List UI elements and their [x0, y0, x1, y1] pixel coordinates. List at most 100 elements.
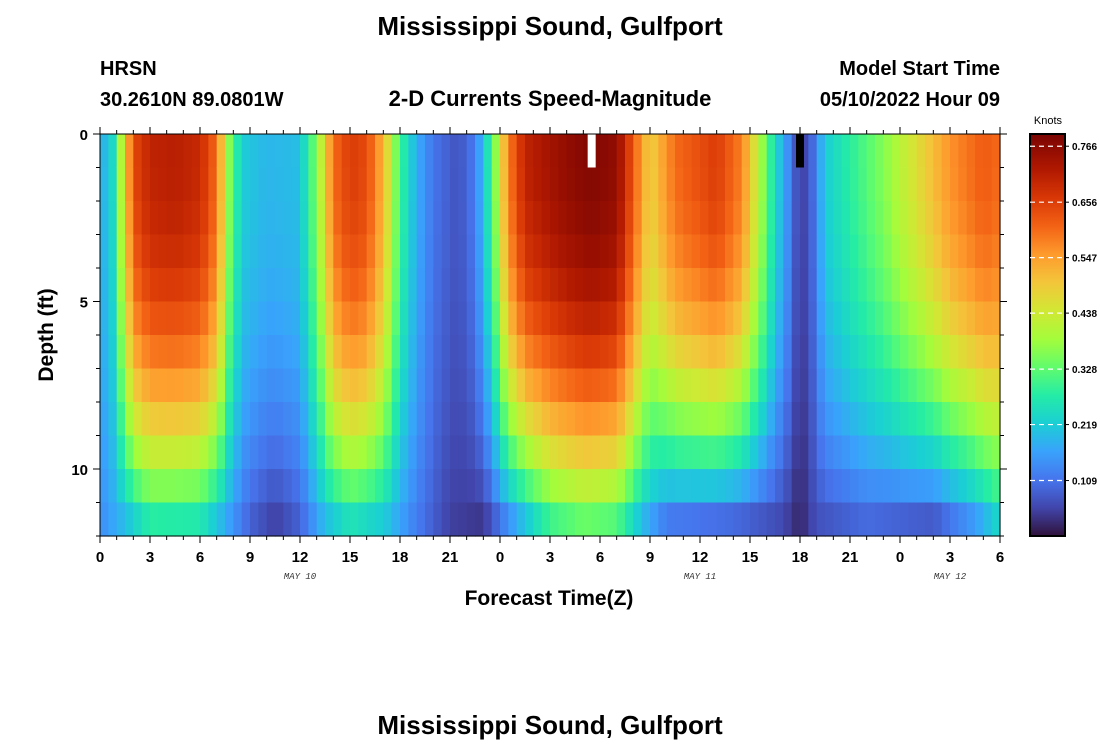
heatmap-cell [758, 368, 768, 403]
heatmap-cell [108, 402, 118, 437]
heatmap-cell [125, 402, 134, 437]
heatmap-cell [191, 502, 201, 537]
heatmap-cell [633, 335, 643, 370]
heatmap-cell [716, 435, 726, 470]
heatmap-cell [491, 234, 501, 269]
heatmap-cell [566, 268, 576, 303]
station-coordinates: 30.2610N 89.0801W [100, 89, 284, 111]
heatmap-cell [516, 201, 526, 236]
heatmap-cell [383, 268, 393, 303]
heatmap-cell [716, 402, 726, 437]
heatmap-cell [375, 469, 384, 504]
x-tick-label: 12 [692, 549, 709, 566]
heatmap-cell [491, 469, 501, 504]
heatmap-cell [633, 167, 643, 202]
heatmap-cell [958, 368, 968, 403]
heatmap-cell [691, 368, 701, 403]
heatmap-cell [475, 201, 484, 236]
heatmap-cell [408, 435, 418, 470]
heatmap-cell [883, 234, 893, 269]
heatmap-cell [308, 335, 318, 370]
heatmap-cell [841, 234, 851, 269]
heatmap-cell [416, 301, 426, 336]
heatmap-cell [891, 201, 901, 236]
heatmap-cell [241, 167, 251, 202]
heatmap-cell [650, 368, 659, 403]
heatmap-cell [450, 335, 459, 370]
x-tick-label: 21 [442, 549, 459, 566]
heatmap-cell [700, 201, 709, 236]
heatmap-cell [125, 502, 134, 537]
heatmap-cell [341, 402, 351, 437]
heatmap-cell [708, 335, 718, 370]
x-tick-label: 9 [646, 549, 654, 566]
heatmap-cell [366, 335, 376, 370]
heatmap-cell [766, 301, 776, 336]
heatmap-cell [775, 167, 784, 202]
heatmap-cell [600, 435, 609, 470]
heatmap-cell [950, 167, 959, 202]
heatmap-cell [591, 435, 601, 470]
heatmap-cell [775, 368, 784, 403]
heatmap-cell [116, 268, 126, 303]
heatmap-cell [666, 301, 676, 336]
heatmap-cell [325, 469, 334, 504]
x-tick-label: 18 [792, 549, 809, 566]
heatmap-cell [991, 335, 1001, 370]
heatmap-cell [333, 368, 343, 403]
heatmap-cell [525, 134, 534, 169]
heatmap-cell [900, 268, 909, 303]
heatmap-cell [950, 402, 959, 437]
heatmap-cell [833, 301, 843, 336]
heatmap-cell [583, 469, 593, 504]
heatmap-cell [708, 301, 718, 336]
heatmap-cell [133, 167, 143, 202]
heatmap-cell [991, 234, 1001, 269]
heatmap-cell [300, 435, 309, 470]
heatmap-cell [475, 301, 484, 336]
heatmap-cell [458, 234, 468, 269]
heatmap-cell [400, 469, 409, 504]
heatmap-cell [233, 268, 243, 303]
heatmap-cell [533, 335, 543, 370]
heatmap-cell [241, 335, 251, 370]
heatmap-cell [975, 134, 984, 169]
heatmap-cell [541, 469, 551, 504]
heatmap-cell [708, 435, 718, 470]
heatmap-cell [408, 469, 418, 504]
heatmap-cell [183, 368, 193, 403]
heatmap-cell [833, 435, 843, 470]
heatmap-cell [933, 402, 943, 437]
heatmap-cell [183, 435, 193, 470]
heatmap-cell [233, 469, 243, 504]
heatmap-cell [425, 402, 434, 437]
heatmap-cell [833, 469, 843, 504]
heatmap-cell [741, 368, 751, 403]
heatmap-cell [325, 234, 334, 269]
heatmap-cell [458, 502, 468, 537]
heatmap-cell [133, 268, 143, 303]
heatmap-cell [533, 368, 543, 403]
heatmap-cell [300, 335, 309, 370]
heatmap-cell [600, 134, 609, 169]
heatmap-cell [583, 301, 593, 336]
heatmap-cell [933, 469, 943, 504]
heatmap-cell [400, 301, 409, 336]
heatmap-cell [875, 301, 884, 336]
heatmap-cell [466, 167, 476, 202]
heatmap-cell [258, 502, 268, 537]
heatmap-cell [833, 167, 843, 202]
heatmap-cell [466, 402, 476, 437]
heatmap-cell [108, 435, 118, 470]
heatmap-cell [616, 167, 626, 202]
heatmap-cell [641, 167, 651, 202]
heatmap-cell [925, 335, 934, 370]
heatmap-cell [541, 234, 551, 269]
heatmap-cell [816, 402, 826, 437]
heatmap-cell [675, 234, 684, 269]
heatmap-cell [150, 368, 159, 403]
heatmap-cell [341, 167, 351, 202]
heatmap-cell [333, 134, 343, 169]
heatmap-cell [683, 268, 693, 303]
colorbar-tick-label: 0.438 [1072, 309, 1097, 320]
